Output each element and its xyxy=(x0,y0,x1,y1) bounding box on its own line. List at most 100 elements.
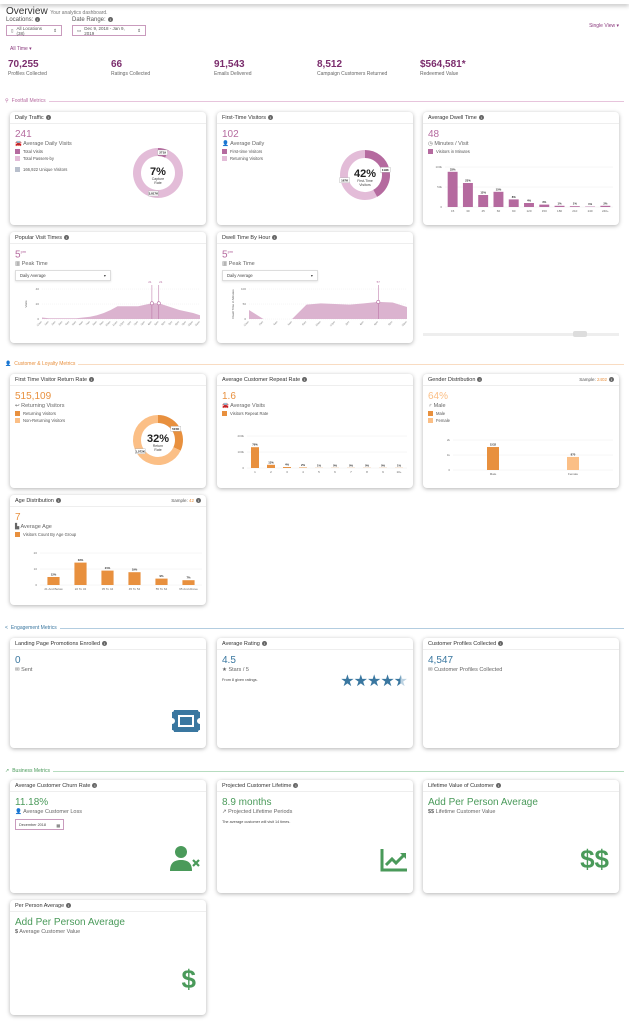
car-icon: 🚘 xyxy=(15,141,22,147)
y-tick-label: 0 xyxy=(35,583,37,587)
x-tick-label: 7 xyxy=(350,470,352,474)
card-title: Gender Distribution xyxy=(428,377,476,383)
data-label: 33% xyxy=(450,167,456,171)
info-icon[interactable]: i xyxy=(293,783,299,788)
info-icon[interactable]: i xyxy=(477,377,483,382)
info-icon[interactable]: i xyxy=(92,783,98,788)
info-icon[interactable]: i xyxy=(66,903,72,908)
date-range-select[interactable]: ▭ Dec 9, 2018 - Jan 9, 2019 ⇕ xyxy=(72,25,146,36)
section-title: Footfall Metrics xyxy=(11,98,46,104)
sample-value: 2402 xyxy=(596,377,607,382)
bar xyxy=(487,447,499,470)
period-select[interactable]: Daily Average ▾ xyxy=(15,270,111,282)
dropdown-icon: ⇕ xyxy=(137,27,141,33)
metric-value: 11.18% xyxy=(15,797,49,808)
info-icon[interactable]: i xyxy=(272,235,278,240)
info-icon[interactable]: i xyxy=(35,17,41,22)
info-icon[interactable]: i xyxy=(302,377,308,382)
locations-select[interactable]: ▯ All Locations (38) ⇕ xyxy=(6,25,62,36)
ticket-icon xyxy=(172,710,200,732)
kpi-label: Ratings Collected xyxy=(111,71,151,77)
card-title: Customer Profiles Collected xyxy=(428,641,497,647)
locations-value: All Locations (38) xyxy=(16,25,42,36)
info-icon[interactable]: i xyxy=(261,641,267,646)
user-times-icon: 👤 xyxy=(15,809,22,815)
info-icon[interactable]: i xyxy=(196,498,201,503)
kpi-value: 66 xyxy=(111,59,123,70)
horizontal-scrollbar[interactable] xyxy=(423,331,619,337)
info-icon[interactable]: i xyxy=(107,17,113,22)
bar xyxy=(283,467,291,468)
time-filter[interactable]: All Time ▾ xyxy=(10,46,32,52)
bar xyxy=(569,206,580,207)
data-label-box xyxy=(380,167,391,173)
card-title: Landing Page Promotions Enrolled xyxy=(15,641,101,647)
data-label: 4% xyxy=(527,199,532,203)
donut-center-label: Capture xyxy=(152,177,165,181)
kpi-label: Campaign Customers Returned xyxy=(317,71,388,77)
y-tick-label: 0 xyxy=(440,205,442,209)
data-label: 79% xyxy=(252,443,258,447)
x-tick-label: 12am xyxy=(36,321,43,328)
profiles-collected-card: Customer Profiles Collected i 4,547 ✉ Cus… xyxy=(423,638,619,748)
y-axis-label: Dwell Time in Minutes xyxy=(231,289,235,319)
data-label: 2719 xyxy=(159,151,166,155)
info-icon[interactable]: i xyxy=(498,641,504,646)
star-full-icon: ★ xyxy=(366,673,381,690)
y-tick-label: 200k xyxy=(237,434,244,438)
churn-rate-card: Average Customer Churn Rate i 11.18% 👤 Av… xyxy=(10,780,206,893)
per-person-average-card: Per Person Average i Add Per Person Avera… xyxy=(10,900,206,1015)
kpi-row: 70,255 Profiles Collected 66 Ratings Collec… xyxy=(8,59,523,77)
star-half-icon: ★ xyxy=(393,673,408,690)
x-tick-label: 8 xyxy=(366,470,368,474)
peak-label: 21 xyxy=(148,280,152,284)
info-icon[interactable]: i xyxy=(609,377,614,382)
x-tick-label: 6 xyxy=(334,470,336,474)
card-title: Average Customer Repeat Rate xyxy=(222,377,301,383)
info-icon[interactable]: i xyxy=(63,235,69,240)
bar xyxy=(47,577,60,585)
building-icon: ▯ xyxy=(11,27,14,33)
data-label-box xyxy=(157,149,168,156)
gender-bar-chart: 0 1k 2k 1532 Male 870 Female xyxy=(447,438,613,476)
metric-sub: Male xyxy=(433,403,446,409)
info-icon[interactable]: i xyxy=(55,498,61,503)
data-label: 23% xyxy=(465,179,471,183)
bar xyxy=(101,570,114,585)
x-tick-label: 30 xyxy=(466,209,470,213)
landing-promotions-card: Landing Page Promotions Enrolled i 0 ✉ Se… xyxy=(10,638,206,748)
month-select[interactable]: December 2018 ▦ xyxy=(15,819,64,830)
card-title: Daily Traffic xyxy=(15,115,44,121)
data-label: 12% xyxy=(480,191,486,195)
kpi-value: 8,512 xyxy=(317,59,343,70)
data-label: 2% xyxy=(603,201,608,205)
info-icon[interactable]: i xyxy=(45,115,51,120)
scroll-thumb[interactable] xyxy=(573,331,587,337)
period-select[interactable]: Daily Average ▾ xyxy=(222,270,318,282)
data-label: 33% xyxy=(78,558,84,562)
metric-value: 48 xyxy=(428,129,440,140)
first-time-visitors-card: First-Time Visitors i 102 👤 Average Daily… xyxy=(217,112,413,225)
data-label: 21% xyxy=(105,566,111,570)
data-label: 8% xyxy=(512,195,517,199)
metric-value: 4,547 xyxy=(428,655,454,666)
section-title: Business Metrics xyxy=(12,768,50,774)
locations-filter: Locations: i ▯ All Locations (38) ⇕ xyxy=(6,17,62,36)
single-view-toggle[interactable]: Single View ▾ xyxy=(589,23,619,29)
metric-sub: Customer Profiles Collected xyxy=(434,667,503,673)
info-icon[interactable]: i xyxy=(495,783,501,788)
data-label: 119K xyxy=(382,168,390,172)
metric-sub: Minutes / Visit xyxy=(434,141,469,147)
legend-item: Total Visits xyxy=(23,149,43,154)
info-icon[interactable]: i xyxy=(268,115,273,120)
return-rate-card: First Time Visitor Return Rate i 515,109 … xyxy=(10,374,206,488)
info-icon[interactable]: i xyxy=(478,115,484,120)
info-icon[interactable]: i xyxy=(102,641,108,646)
donut-center-label: Rate xyxy=(154,181,161,185)
date-filter: Date Range: i ▭ Dec 9, 2018 - Jan 9, 2019 ⇕ xyxy=(72,17,146,36)
x-tick-label: 8pm xyxy=(175,321,181,327)
bar xyxy=(493,191,504,207)
info-icon[interactable]: i xyxy=(89,377,95,382)
metric-sub: Peak Time xyxy=(228,261,255,268)
y-tick-label: 0 xyxy=(37,317,39,321)
